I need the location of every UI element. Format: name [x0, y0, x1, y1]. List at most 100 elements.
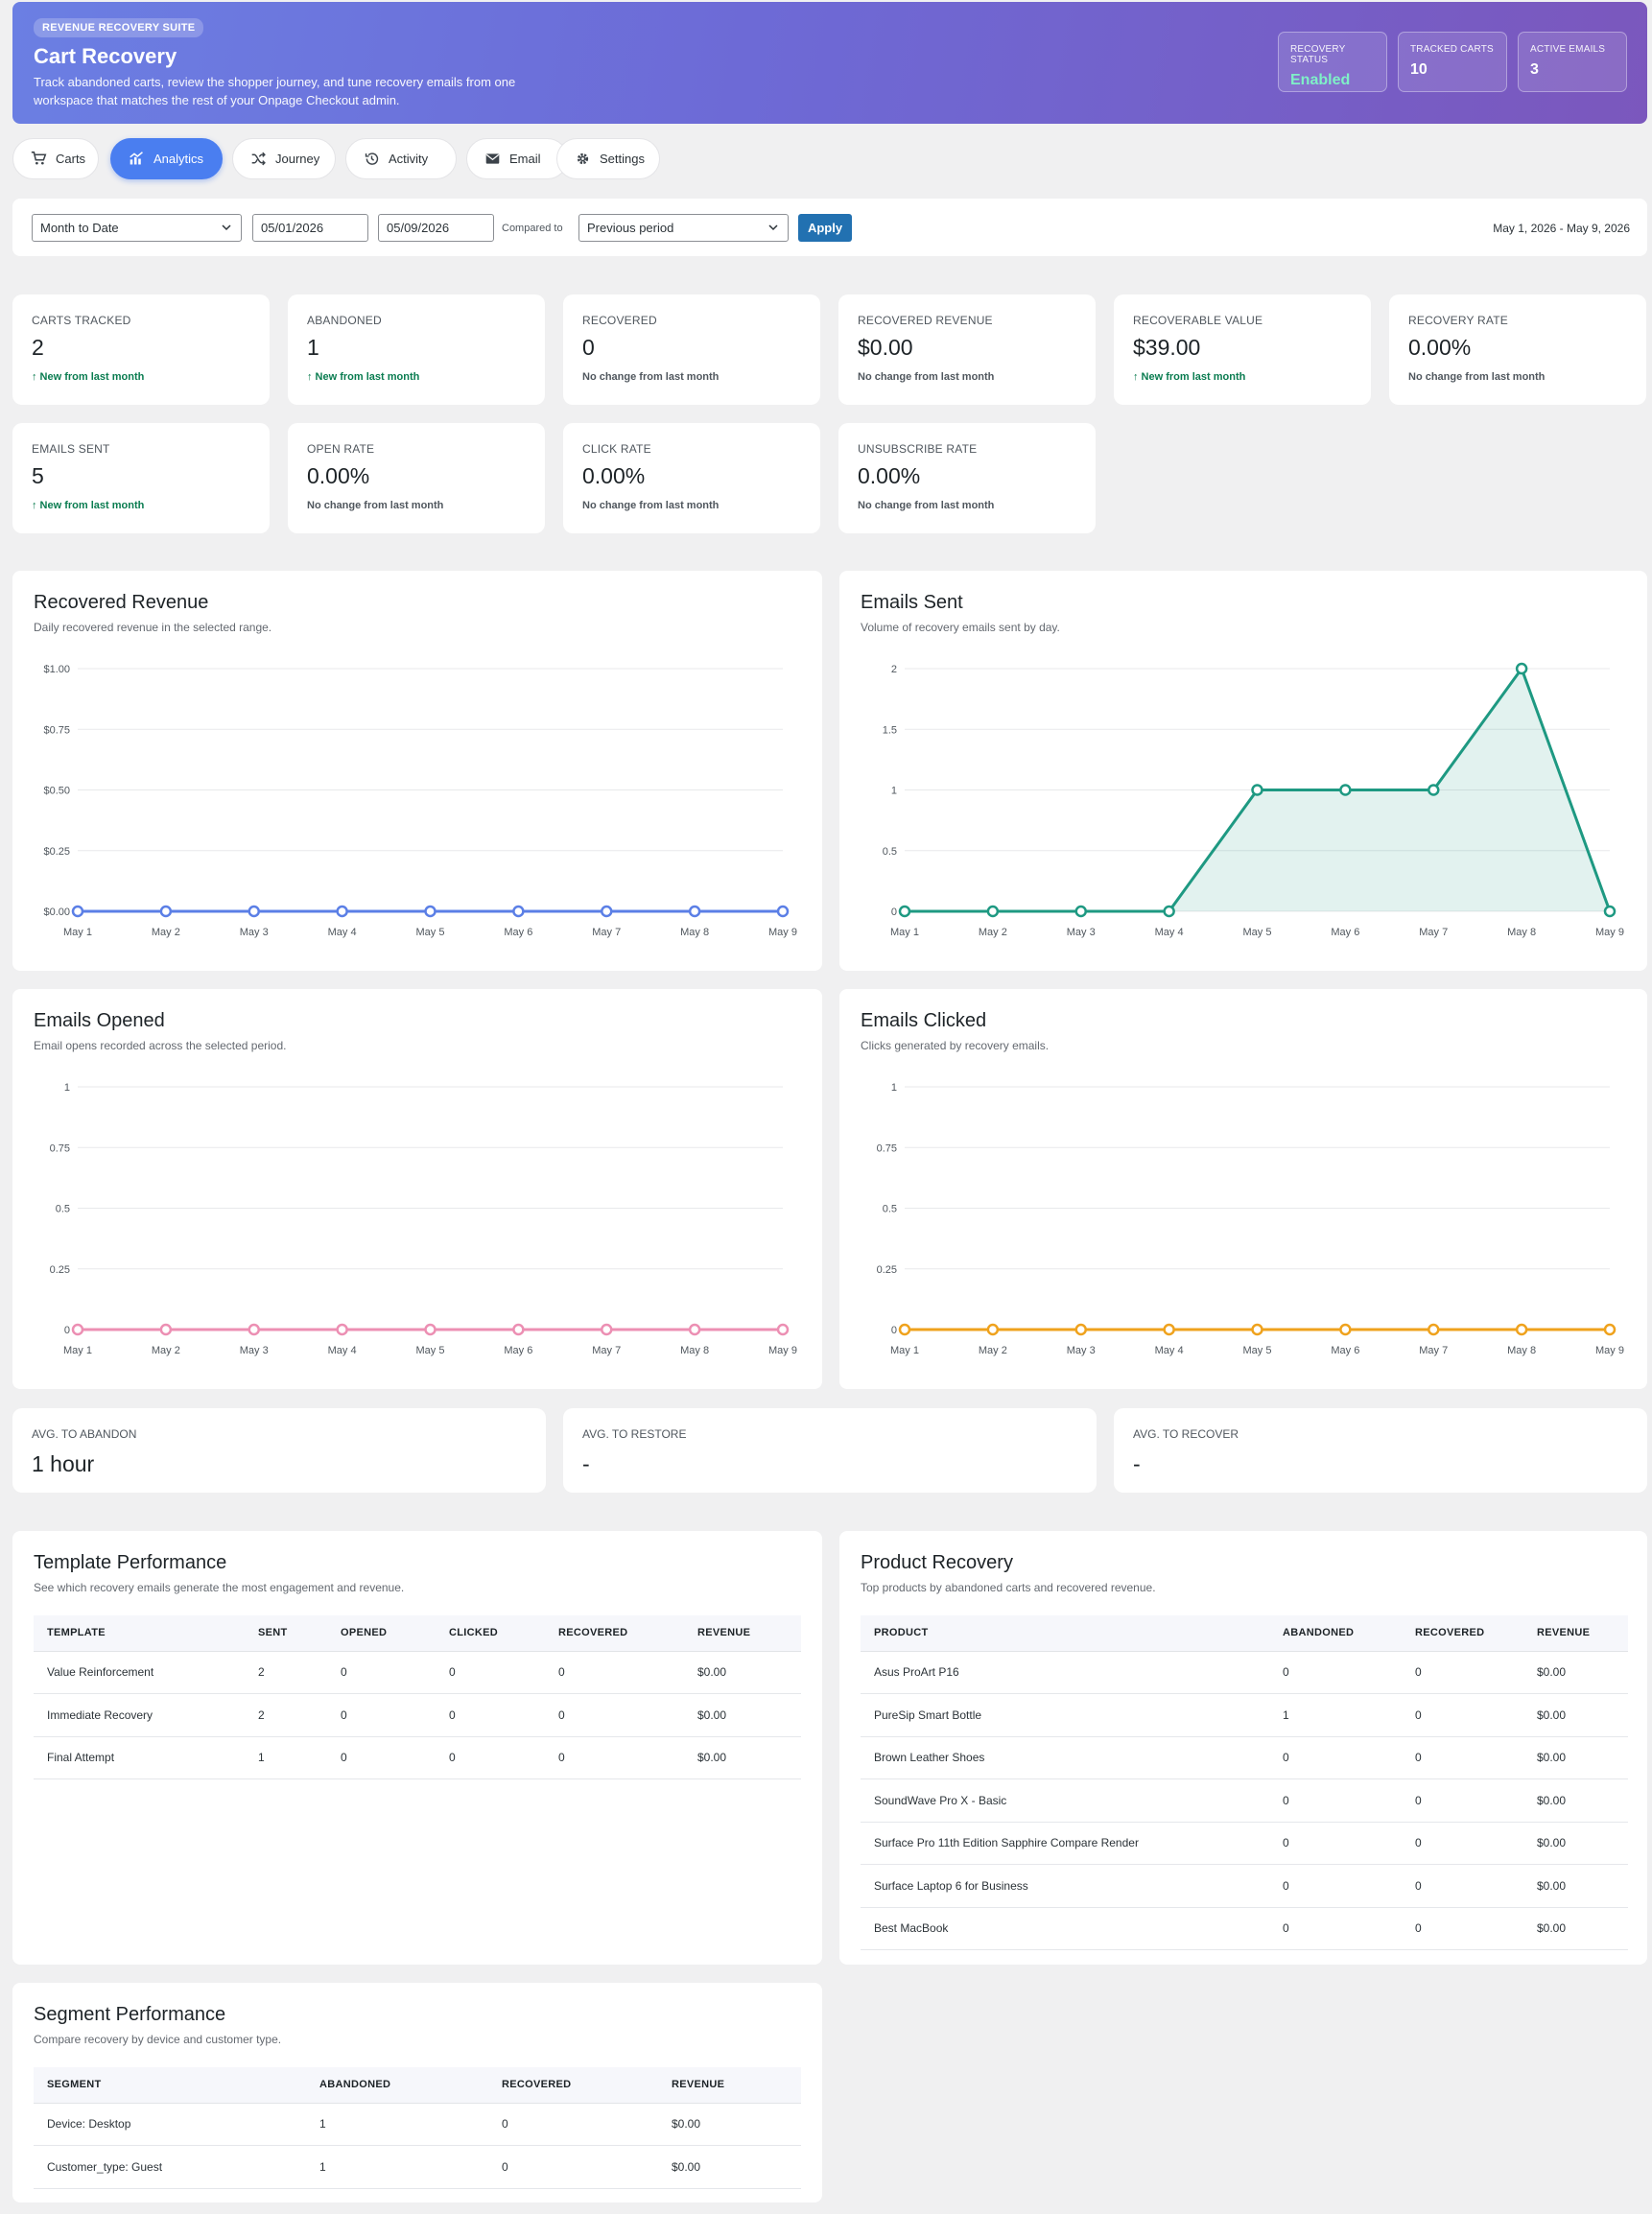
- avg-to-abandon-card: AVG. TO ABANDON 1 hour: [12, 1408, 546, 1493]
- date-range-text: May 1, 2026 - May 9, 2026: [1493, 222, 1630, 235]
- x-tick-label: May 6: [1331, 1345, 1359, 1356]
- column-header: REVENUE: [658, 2067, 801, 2104]
- column-header: CLICKED: [436, 1615, 545, 1652]
- x-tick-label: May 8: [1507, 1345, 1536, 1356]
- kpi-delta: No change from last month: [1408, 371, 1546, 383]
- table-cell: 0: [327, 1693, 436, 1737]
- x-tick-label: May 4: [1155, 1345, 1184, 1356]
- kpi-card-carts-tracked: CARTS TRACKED 2 ↑ New from last month: [12, 294, 270, 405]
- tab-carts[interactable]: Carts: [12, 138, 99, 179]
- table-cell: 0: [1402, 1778, 1523, 1823]
- kpi-value: 0.00%: [1408, 335, 1472, 360]
- y-tick-label: $0.50: [43, 786, 70, 797]
- table-row: Final Attempt 1 0 0 0 $0.00: [34, 1736, 801, 1779]
- y-tick-label: $0.25: [43, 846, 70, 858]
- table-cell: $0.00: [1523, 1778, 1628, 1823]
- data-point: [898, 905, 911, 918]
- tab-email[interactable]: Email: [466, 138, 568, 179]
- recovered-revenue-chart: $0.00 $0.25 $0.50 $0.75 $1.00 May 1 May 2 May 3…: [43, 664, 797, 938]
- y-tick-label: 1: [891, 1082, 897, 1094]
- table-cell: 0: [436, 1651, 545, 1694]
- data-point: [248, 1323, 260, 1336]
- x-tick-label: May 9: [1595, 1345, 1624, 1356]
- table-cell: Final Attempt: [34, 1736, 245, 1779]
- tab-journey[interactable]: Journey: [232, 138, 336, 179]
- x-tick-label: May 9: [768, 1345, 797, 1356]
- avg-value: -: [1133, 1451, 1141, 1476]
- data-point: [1428, 1323, 1440, 1336]
- compare-select[interactable]: Previous period: [578, 214, 789, 242]
- kpi-delta: No change from last month: [582, 500, 720, 511]
- chart-subtitle: Volume of recovery emails sent by day.: [861, 621, 1060, 634]
- tab-activity[interactable]: Activity: [345, 138, 457, 179]
- tab-analytics[interactable]: Analytics: [110, 138, 223, 179]
- table-cell: SoundWave Pro X - Basic: [861, 1778, 1269, 1823]
- table-cell: Best MacBook: [861, 1907, 1269, 1950]
- chart-subtitle: Email opens recorded across the selected…: [34, 1039, 287, 1052]
- table-cell: $0.00: [684, 1693, 801, 1737]
- data-point: [1074, 905, 1087, 918]
- emails-sent-card: Emails Sent Volume of recovery emails se…: [839, 571, 1647, 971]
- table-cell: 0: [488, 2103, 658, 2146]
- x-tick-label: May 7: [1419, 1345, 1448, 1356]
- table-title: Segment Performance: [34, 2004, 226, 2025]
- table-cell: 0: [1269, 1822, 1402, 1865]
- table-cell: 0: [1402, 1864, 1523, 1908]
- apply-button[interactable]: Apply: [798, 214, 852, 242]
- kpi-card-click-rate: CLICK RATE 0.00% No change from last month: [563, 423, 820, 533]
- stat-value: Enabled: [1290, 72, 1351, 88]
- table-cell: Value Reinforcement: [34, 1651, 245, 1694]
- tab-label: Carts: [56, 152, 86, 166]
- chart-title: Emails Clicked: [861, 1010, 987, 1031]
- gear-icon: [577, 153, 589, 165]
- kpi-delta: No change from last month: [858, 371, 995, 383]
- x-tick-label: May 2: [152, 1345, 180, 1356]
- y-tick-label: 0.25: [877, 1264, 897, 1276]
- data-point: [688, 905, 701, 918]
- tab-settings[interactable]: Settings: [556, 138, 660, 179]
- table-row: Asus ProArt P16 0 0 $0.00: [861, 1651, 1628, 1694]
- start-date-input[interactable]: 05/01/2026: [252, 214, 368, 242]
- end-date-input[interactable]: 05/09/2026: [378, 214, 494, 242]
- data-point: [1251, 784, 1263, 796]
- x-tick-label: May 1: [890, 1345, 919, 1356]
- y-tick-label: 0: [891, 907, 897, 918]
- kpi-value: 0.00%: [307, 463, 370, 488]
- column-header: TEMPLATE: [34, 1615, 245, 1652]
- segment-performance-card: Segment Performance Compare recovery by …: [12, 1983, 822, 2202]
- table-row: SoundWave Pro X - Basic 0 0 $0.00: [861, 1778, 1628, 1823]
- y-tick-label: 0.75: [50, 1142, 70, 1154]
- table-title: Template Performance: [34, 1552, 227, 1573]
- y-tick-label: 0.75: [877, 1142, 897, 1154]
- shuffle-icon: [251, 152, 266, 166]
- table-row: Customer_type: Guest 1 0 $0.00: [34, 2145, 801, 2189]
- x-tick-label: May 3: [240, 1345, 269, 1356]
- data-point: [776, 1323, 790, 1336]
- tab-label: Settings: [600, 152, 645, 166]
- kpi-card-open-rate: OPEN RATE 0.00% No change from last month: [288, 423, 545, 533]
- tab-label: Email: [509, 152, 541, 166]
- kpi-delta: No change from last month: [858, 500, 995, 511]
- x-tick-label: May 2: [152, 927, 180, 938]
- kpi-value: 0.00%: [858, 463, 921, 488]
- kpi-value: 0.00%: [582, 463, 646, 488]
- table-row: Best MacBook 0 0 $0.00: [861, 1907, 1628, 1950]
- table-row: Device: Desktop 1 0 $0.00: [34, 2103, 801, 2146]
- x-tick-label: May 1: [890, 927, 919, 938]
- column-header: RECOVERED: [488, 2067, 658, 2104]
- tab-label: Analytics: [153, 152, 204, 166]
- table-cell: 0: [436, 1693, 545, 1737]
- kpi-label: OPEN RATE: [307, 442, 375, 456]
- chart-title: Emails Opened: [34, 1010, 165, 1031]
- emails-opened-card: Emails Opened Email opens recorded acros…: [12, 989, 822, 1389]
- kpi-delta: ↑ New from last month: [307, 371, 420, 383]
- data-point: [159, 905, 173, 918]
- recovered-revenue-card: Recovered Revenue Daily recovered revenu…: [12, 571, 822, 971]
- filter-bar: Month to Date 05/01/2026 05/09/2026 Comp…: [12, 199, 1647, 256]
- table-cell: 1: [306, 2145, 488, 2189]
- y-tick-label: 2: [891, 664, 897, 675]
- data-point: [71, 905, 84, 918]
- template-table: TEMPLATE SENT OPENED CLICKED RECOVERED REVENU…: [34, 1615, 801, 1779]
- date-preset-select[interactable]: Month to Date: [32, 214, 242, 242]
- table-row: Surface Pro 11th Edition Sapphire Compar…: [861, 1822, 1628, 1865]
